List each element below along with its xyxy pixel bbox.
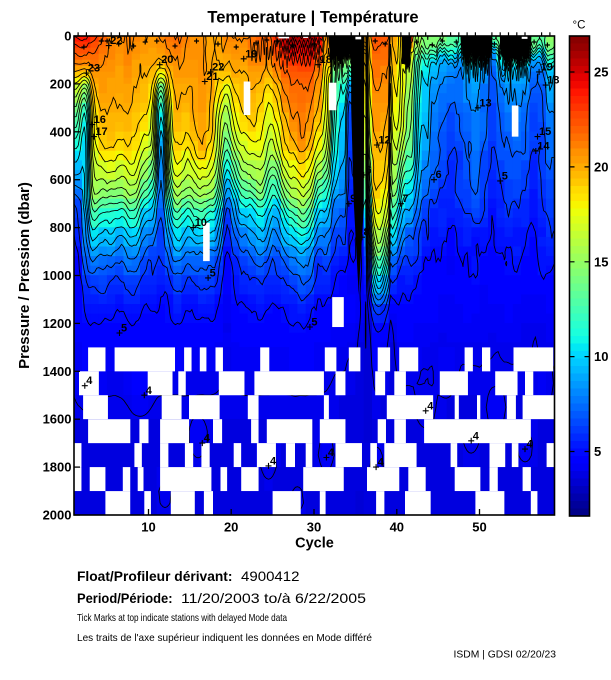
svg-text:25: 25	[594, 65, 608, 80]
svg-text:5: 5	[311, 317, 317, 329]
svg-text:4: 4	[328, 447, 335, 459]
svg-text:19: 19	[245, 48, 257, 60]
svg-text:4: 4	[204, 433, 211, 445]
svg-text:1600: 1600	[43, 412, 72, 427]
svg-text:Les traits de l'axe supérieur: Les traits de l'axe supérieur indiquent …	[77, 633, 372, 644]
svg-text:4: 4	[427, 400, 434, 412]
svg-text:12: 12	[378, 135, 390, 147]
svg-text:1800: 1800	[43, 460, 72, 475]
svg-text:Pressure / Pression (dbar): Pressure / Pression (dbar)	[16, 182, 33, 369]
svg-text:1400: 1400	[43, 364, 72, 379]
svg-text:50: 50	[472, 520, 486, 535]
svg-text:20: 20	[161, 54, 173, 66]
svg-text:18: 18	[320, 54, 332, 66]
svg-text:5: 5	[210, 267, 216, 279]
svg-text:1000: 1000	[43, 268, 72, 283]
svg-text:18: 18	[547, 75, 559, 87]
svg-text:5: 5	[502, 170, 508, 182]
svg-text:15: 15	[539, 126, 551, 138]
svg-text:10: 10	[195, 217, 207, 229]
svg-text:ISDM | GDSI 02/20/23: ISDM | GDSI 02/20/23	[454, 650, 557, 661]
svg-text:6: 6	[365, 164, 371, 176]
svg-text:20: 20	[224, 520, 238, 535]
svg-text:9: 9	[350, 193, 356, 205]
svg-text:19: 19	[541, 61, 553, 73]
svg-text:16: 16	[94, 114, 106, 126]
svg-text:14: 14	[537, 141, 550, 153]
svg-text:600: 600	[50, 172, 72, 187]
svg-text:17: 17	[95, 126, 107, 138]
svg-text:°C: °C	[573, 20, 586, 32]
svg-text:800: 800	[50, 220, 72, 235]
svg-text:4: 4	[270, 455, 277, 467]
svg-text:10: 10	[141, 520, 155, 535]
svg-text:5: 5	[594, 444, 601, 459]
svg-text:4: 4	[86, 375, 93, 387]
svg-text:10: 10	[594, 349, 608, 364]
svg-text:8: 8	[364, 227, 370, 239]
svg-text:0: 0	[64, 29, 71, 44]
svg-text:4900412: 4900412	[241, 568, 300, 584]
svg-text:6: 6	[436, 169, 442, 181]
svg-text:Cycle: Cycle	[295, 536, 334, 552]
svg-text:1200: 1200	[43, 316, 72, 331]
svg-text:20: 20	[594, 159, 608, 174]
svg-text:5: 5	[121, 323, 127, 335]
svg-text:11/20/2003 to/à 6/22/2005: 11/20/2003 to/à 6/22/2005	[181, 590, 366, 606]
svg-text:2000: 2000	[43, 508, 72, 523]
svg-text:13: 13	[479, 97, 491, 109]
svg-text:Period/Période:: Period/Période:	[77, 591, 173, 606]
svg-text:Tick Marks at top indicate sta: Tick Marks at top indicate stations with…	[77, 613, 287, 624]
svg-text:21: 21	[206, 71, 218, 83]
svg-text:4: 4	[378, 457, 385, 469]
svg-text:Temperature | Température: Temperature | Température	[207, 9, 418, 27]
svg-text:7: 7	[402, 193, 408, 205]
svg-text:23: 23	[88, 63, 100, 75]
svg-text:30: 30	[307, 520, 321, 535]
svg-text:22: 22	[212, 61, 224, 73]
svg-text:40: 40	[390, 520, 404, 535]
svg-text:15: 15	[594, 254, 608, 269]
svg-text:400: 400	[50, 124, 72, 139]
svg-text:4: 4	[527, 439, 534, 451]
svg-text:200: 200	[50, 76, 72, 91]
svg-text:4: 4	[146, 385, 153, 397]
svg-text:Float/Profileur dérivant:: Float/Profileur dérivant:	[77, 569, 233, 584]
svg-text:4: 4	[473, 430, 480, 442]
svg-text:22: 22	[110, 35, 122, 47]
